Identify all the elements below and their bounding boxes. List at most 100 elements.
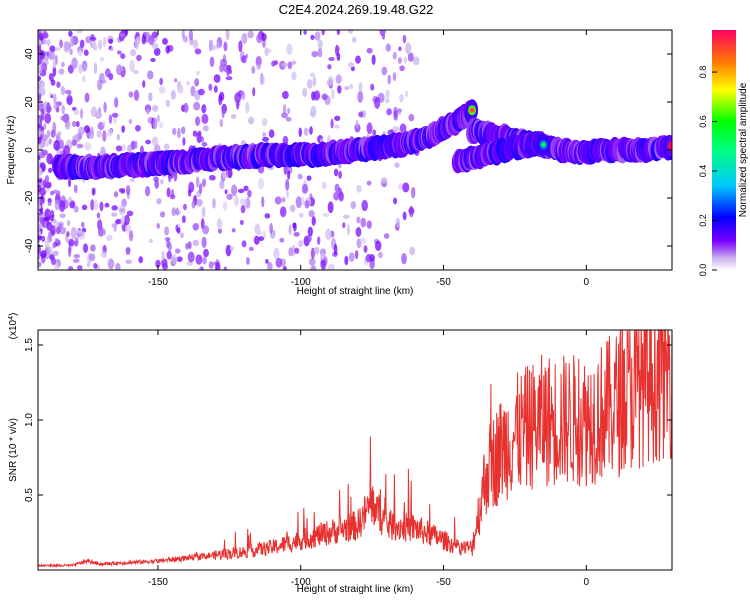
- spectrogram-noise-blob: [201, 206, 206, 218]
- spectrogram-noise-blob: [105, 68, 111, 78]
- spectrogram-noise-blob: [141, 34, 147, 45]
- spectrogram-noise-blob: [102, 77, 106, 85]
- spectrogram-noise-blob: [160, 211, 166, 218]
- spectrogram-noise-blob: [38, 252, 41, 261]
- spectrogram-noise-blob: [259, 74, 265, 85]
- spectrogram-noise-blob: [208, 174, 216, 181]
- spectrogram-noise-blob: [386, 108, 392, 116]
- spectrogram-noise-blob: [63, 144, 71, 157]
- spectrogram-noise-blob: [261, 196, 265, 208]
- spectrogram-noise-blob: [195, 116, 201, 127]
- spectrogram-noise-blob: [261, 38, 266, 48]
- spectrogram-noise-blob: [335, 74, 342, 85]
- spectrogram-noise-blob: [194, 48, 202, 55]
- spectrogram-noise-blob: [115, 145, 123, 152]
- spectrogram-noise-blob: [83, 49, 89, 56]
- spectrogram-noise-blob: [398, 46, 402, 52]
- spectrogram-noise-blob: [198, 183, 203, 194]
- spectrogram-noise-blob: [96, 212, 101, 219]
- spectrogram-noise-blob: [223, 266, 227, 270]
- spectrogram-noise-blob: [227, 65, 232, 72]
- spectrogram-noise-blob: [42, 39, 48, 45]
- spectrogram-noise-blob: [53, 103, 58, 110]
- spectrogram-noise-blob: [314, 31, 321, 41]
- spectrogram-noise-blob: [180, 126, 186, 135]
- spectrogram-noise-blob: [378, 251, 383, 259]
- spectrogram-noise-blob: [289, 204, 296, 213]
- spectrogram-noise-blob: [187, 188, 192, 197]
- spectrogram-noise-blob: [182, 203, 188, 211]
- spectrogram-noise-blob: [108, 114, 113, 125]
- spectrogram-noise-blob: [120, 215, 125, 226]
- spectrogram-noise-blob: [348, 252, 355, 262]
- spectrogram-noise-blob: [281, 112, 288, 119]
- spectrogram-noise-blob: [191, 200, 196, 209]
- spectrogram-noise-blob: [138, 256, 144, 264]
- spectrogram-noise-blob: [408, 113, 415, 122]
- spectrogram-noise-blob: [374, 97, 381, 109]
- spectrogram-noise-blob: [67, 177, 72, 188]
- snr-frame: [37, 329, 673, 571]
- spectrogram-noise-blob: [172, 127, 177, 136]
- spectrogram-noise-blob: [70, 227, 77, 239]
- spectrogram-noise-blob: [239, 198, 247, 206]
- spectrogram-noise-blob: [229, 246, 235, 251]
- spectrogram-noise-blob: [311, 50, 319, 58]
- spectrogram-noise-blob: [372, 129, 377, 137]
- spectrogram-noise-blob: [333, 243, 338, 256]
- spectrogram-noise-blob: [39, 206, 44, 216]
- spectrogram-noise-blob: [221, 108, 225, 119]
- spectrogram-noise-blob: [294, 247, 300, 254]
- spectrogram-noise-blob: [66, 230, 70, 237]
- spectrogram-noise-blob: [293, 231, 300, 237]
- colorbar: 0.0 0.2 0.4 0.6 0.8 Normalized spectral ampl…: [698, 30, 749, 276]
- spectrogram-noise-blob: [328, 56, 335, 62]
- spectrogram-noise-blob: [38, 128, 42, 138]
- spectrogram-noise-blob: [96, 130, 102, 138]
- spectrogram-noise-blob: [392, 125, 399, 133]
- spectrogram-noise-blob: [361, 199, 368, 212]
- spectrogram-noise-blob: [245, 197, 251, 209]
- spectrogram-noise-blob: [226, 193, 233, 200]
- spectrogram-noise-blob: [69, 48, 73, 56]
- spectrogram-noise-blob: [243, 185, 249, 192]
- spectrogram-noise-blob: [264, 47, 269, 57]
- spectrogram-noise-blob: [128, 91, 134, 98]
- spectrogram-noise-blob: [164, 226, 170, 236]
- spectrogram-noise-blob: [77, 50, 83, 57]
- spectrogram-noise-blob: [375, 240, 382, 252]
- spectrogram-noise-blob: [182, 137, 186, 146]
- spectrogram-noise-blob: [52, 189, 59, 194]
- spectrogram-noise-blob: [202, 256, 207, 265]
- spectrogram-noise-blob: [303, 127, 309, 136]
- spectrogram-noise-blob: [58, 200, 66, 213]
- spectrogram-noise-blob: [48, 51, 55, 60]
- spectrogram-noise-blob: [48, 138, 52, 145]
- spectrogram-noise-blob: [73, 254, 81, 259]
- spectrogram-noise-blob: [399, 94, 404, 103]
- spectrogram-noise-blob: [195, 254, 203, 265]
- spectrogram-noise-blob: [197, 130, 202, 136]
- spectrogram-noise-blob: [158, 85, 166, 94]
- spectrogram-noise-blob: [344, 255, 349, 266]
- spectrogram-noise-blob: [245, 257, 250, 265]
- spectrogram-noise-blob: [371, 54, 376, 66]
- spectrogram-noise-blob: [358, 111, 364, 118]
- spectrogram-noise-blob: [224, 189, 228, 195]
- spectrogram-noise-blob: [219, 179, 225, 190]
- spectrogram-noise-blob: [160, 179, 164, 185]
- spectrogram-noise-blob: [349, 83, 354, 89]
- spectrogram-noise-blob: [176, 227, 181, 234]
- spectrogram-noise-blob: [358, 82, 363, 93]
- spectrogram-noise-blob: [120, 189, 126, 194]
- spectrogram-noise-blob: [67, 219, 71, 227]
- spectrogram-noise-blob: [43, 220, 47, 229]
- spectrogram-noise-blob: [78, 230, 86, 241]
- spectrogram-noise-blob: [213, 85, 218, 93]
- spectrogram-noise-blob: [125, 185, 131, 196]
- spectrogram-noise-blob: [38, 30, 42, 35]
- spectrogram-noise-blob: [365, 253, 372, 263]
- spectrogram-noise-blob: [156, 114, 160, 123]
- spectrogram-noise-blob: [238, 40, 243, 53]
